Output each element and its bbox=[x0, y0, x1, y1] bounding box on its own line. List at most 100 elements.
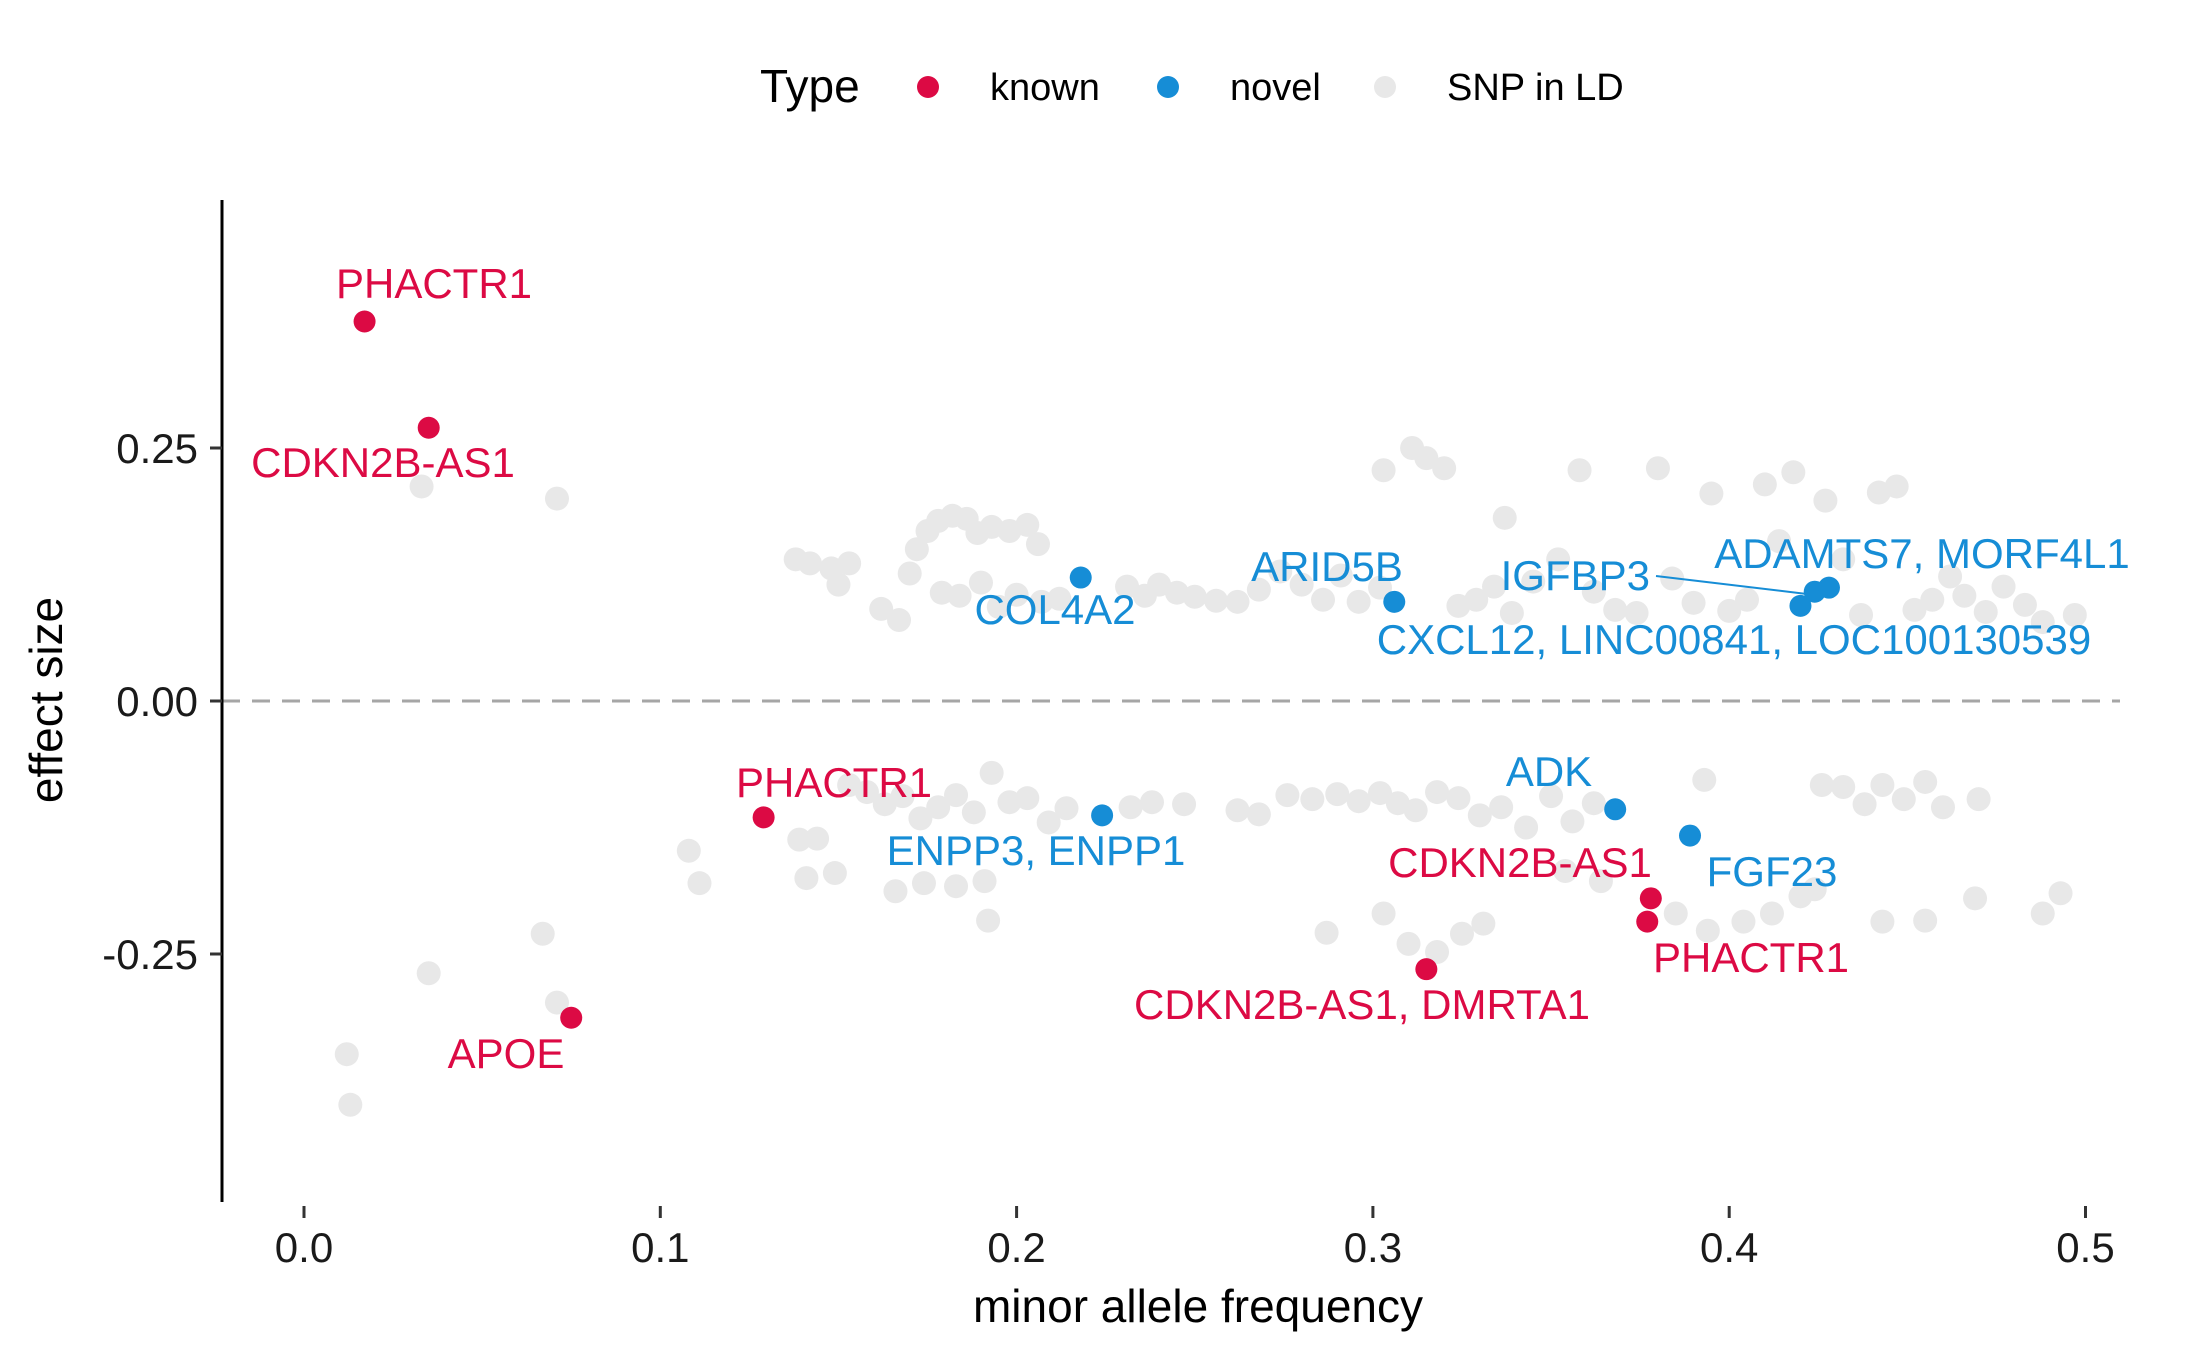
ld-snp-point bbox=[883, 879, 908, 904]
ld-snp-point bbox=[1325, 782, 1350, 807]
legend-label: known bbox=[990, 67, 1100, 109]
ld-snp-point bbox=[1446, 786, 1471, 811]
ld-snp-point bbox=[1973, 599, 1998, 624]
ld-snp-point bbox=[986, 594, 1011, 619]
novel-snp-label: ARID5B bbox=[1251, 543, 1403, 590]
ld-snp-point bbox=[1645, 456, 1670, 481]
x-axis-title: minor allele frequency bbox=[973, 1280, 1423, 1332]
ld-snp-point bbox=[1029, 589, 1054, 614]
ld-snp-point bbox=[837, 551, 862, 576]
ld-snp-point bbox=[1695, 918, 1720, 943]
ld-snp-point bbox=[1802, 877, 1827, 902]
known-snp-label: APOE bbox=[448, 1030, 565, 1077]
ld-snp-point bbox=[1464, 587, 1489, 612]
novel-snp-label: FGF23 bbox=[1707, 848, 1838, 895]
ld-snp-point bbox=[416, 961, 441, 986]
novel-snp-point bbox=[1679, 824, 1702, 847]
label-leader-line bbox=[1655, 575, 1805, 595]
x-tick-label: 0.0 bbox=[275, 1224, 333, 1271]
ld-snp-point bbox=[1115, 574, 1140, 599]
known-snp-point bbox=[353, 310, 376, 333]
ld-snp-point bbox=[1047, 586, 1072, 611]
ld-snp-point bbox=[1289, 572, 1314, 597]
ld-snp-point bbox=[1015, 786, 1040, 811]
ld-snp-point bbox=[944, 874, 969, 899]
ld-snp-point bbox=[1036, 810, 1061, 835]
ld-snp-point bbox=[911, 871, 936, 896]
ld-snp-point bbox=[929, 580, 954, 605]
ld-snp-point bbox=[822, 861, 847, 886]
known-snp-point bbox=[560, 1006, 583, 1029]
known-snp-point bbox=[1415, 958, 1438, 981]
ld-snp-point bbox=[1225, 798, 1250, 823]
ld-snp-point bbox=[1246, 577, 1271, 602]
legend-entries: known novel SNP in LD bbox=[917, 67, 1624, 109]
ld-snp-point bbox=[961, 800, 986, 825]
ld-snp-point bbox=[1809, 772, 1834, 797]
ld-snp-point bbox=[947, 583, 972, 608]
ld-snp-point bbox=[1492, 505, 1517, 530]
ld-snp-point bbox=[334, 1042, 359, 1067]
ld-snp-point bbox=[2062, 602, 2087, 627]
ld-snp-point bbox=[1314, 920, 1339, 945]
ld-snp-point bbox=[1663, 901, 1688, 926]
ld-snp-point bbox=[1560, 809, 1585, 834]
ld-snp-point bbox=[544, 990, 569, 1015]
ld-snp-point bbox=[1870, 909, 1895, 934]
novel-snp-label: CXCL12, LINC00841, LOC100130539 bbox=[1377, 616, 2092, 663]
ld-snp-point bbox=[1368, 781, 1393, 806]
ld-snp-point bbox=[2012, 592, 2037, 617]
ld-snp-point bbox=[1603, 597, 1628, 622]
ld-snp-point bbox=[854, 780, 879, 805]
ld-snp-point bbox=[1275, 783, 1300, 808]
novel-snp-point bbox=[1604, 798, 1627, 821]
ld-snp-point bbox=[1246, 802, 1271, 827]
ld-snp-point bbox=[794, 866, 819, 891]
point-labels: PHACTR1 CDKN2B-AS1 PHACTR1 APOE CDKN2B-AS1 PH… bbox=[251, 260, 2130, 1077]
known-snp-point bbox=[417, 416, 440, 439]
novel-snp-label: ADK bbox=[1506, 748, 1592, 795]
ld-snp-point bbox=[1371, 901, 1396, 926]
ld-snp-point bbox=[1891, 787, 1916, 812]
ld-snp-point bbox=[869, 596, 894, 621]
ld-snp-point bbox=[890, 784, 915, 809]
ld-snp-point bbox=[1471, 911, 1496, 936]
ld-snp-point bbox=[676, 838, 701, 863]
known-snp-label: CDKN2B-AS1, DMRTA1 bbox=[1134, 981, 1590, 1028]
legend-key-known bbox=[917, 76, 939, 98]
ld-snp-point bbox=[1539, 784, 1564, 809]
novel-snp-point bbox=[1383, 590, 1406, 613]
ld-snp-point bbox=[1054, 796, 1079, 821]
ld-snp-point bbox=[826, 572, 851, 597]
known-snp-point bbox=[1636, 910, 1659, 933]
ld-snp-point bbox=[1567, 458, 1592, 483]
y-axis-title: effect size bbox=[20, 597, 72, 803]
ld-snp-point bbox=[1172, 792, 1197, 817]
ld-snp-point bbox=[2030, 610, 2055, 635]
novel-snp-label: ADAMTS7, MORF4L1 bbox=[1714, 530, 2129, 577]
ld-snp-point bbox=[1546, 547, 1571, 572]
ld-snp-point bbox=[1717, 598, 1742, 623]
ld-snp-point bbox=[1699, 481, 1724, 506]
ld-snp-point bbox=[1425, 939, 1450, 964]
novel-snp-label: IGFBP3 bbox=[1501, 552, 1650, 599]
ld-snp-point bbox=[530, 921, 555, 946]
ld-snp-point bbox=[968, 570, 993, 595]
ld-snp-point bbox=[1952, 583, 1977, 608]
ld-snp-point bbox=[338, 1092, 363, 1117]
ld-snp-point bbox=[2048, 881, 2073, 906]
ld-snp-point bbox=[926, 795, 951, 820]
ld-snp-point bbox=[887, 608, 912, 633]
ld-snp-point bbox=[1735, 587, 1760, 612]
ld-snp-point bbox=[1938, 564, 1963, 589]
x-tick-label: 0.3 bbox=[1344, 1224, 1402, 1271]
ld-snp-point bbox=[1553, 859, 1578, 884]
ld-snp-point bbox=[944, 783, 969, 808]
known-snp-label: PHACTR1 bbox=[336, 260, 532, 307]
ld-snp-point bbox=[1884, 474, 1909, 499]
ld-snp-point bbox=[1581, 579, 1606, 604]
novel-snp-point bbox=[1091, 804, 1114, 827]
known-snp-label: PHACTR1 bbox=[1653, 934, 1849, 981]
